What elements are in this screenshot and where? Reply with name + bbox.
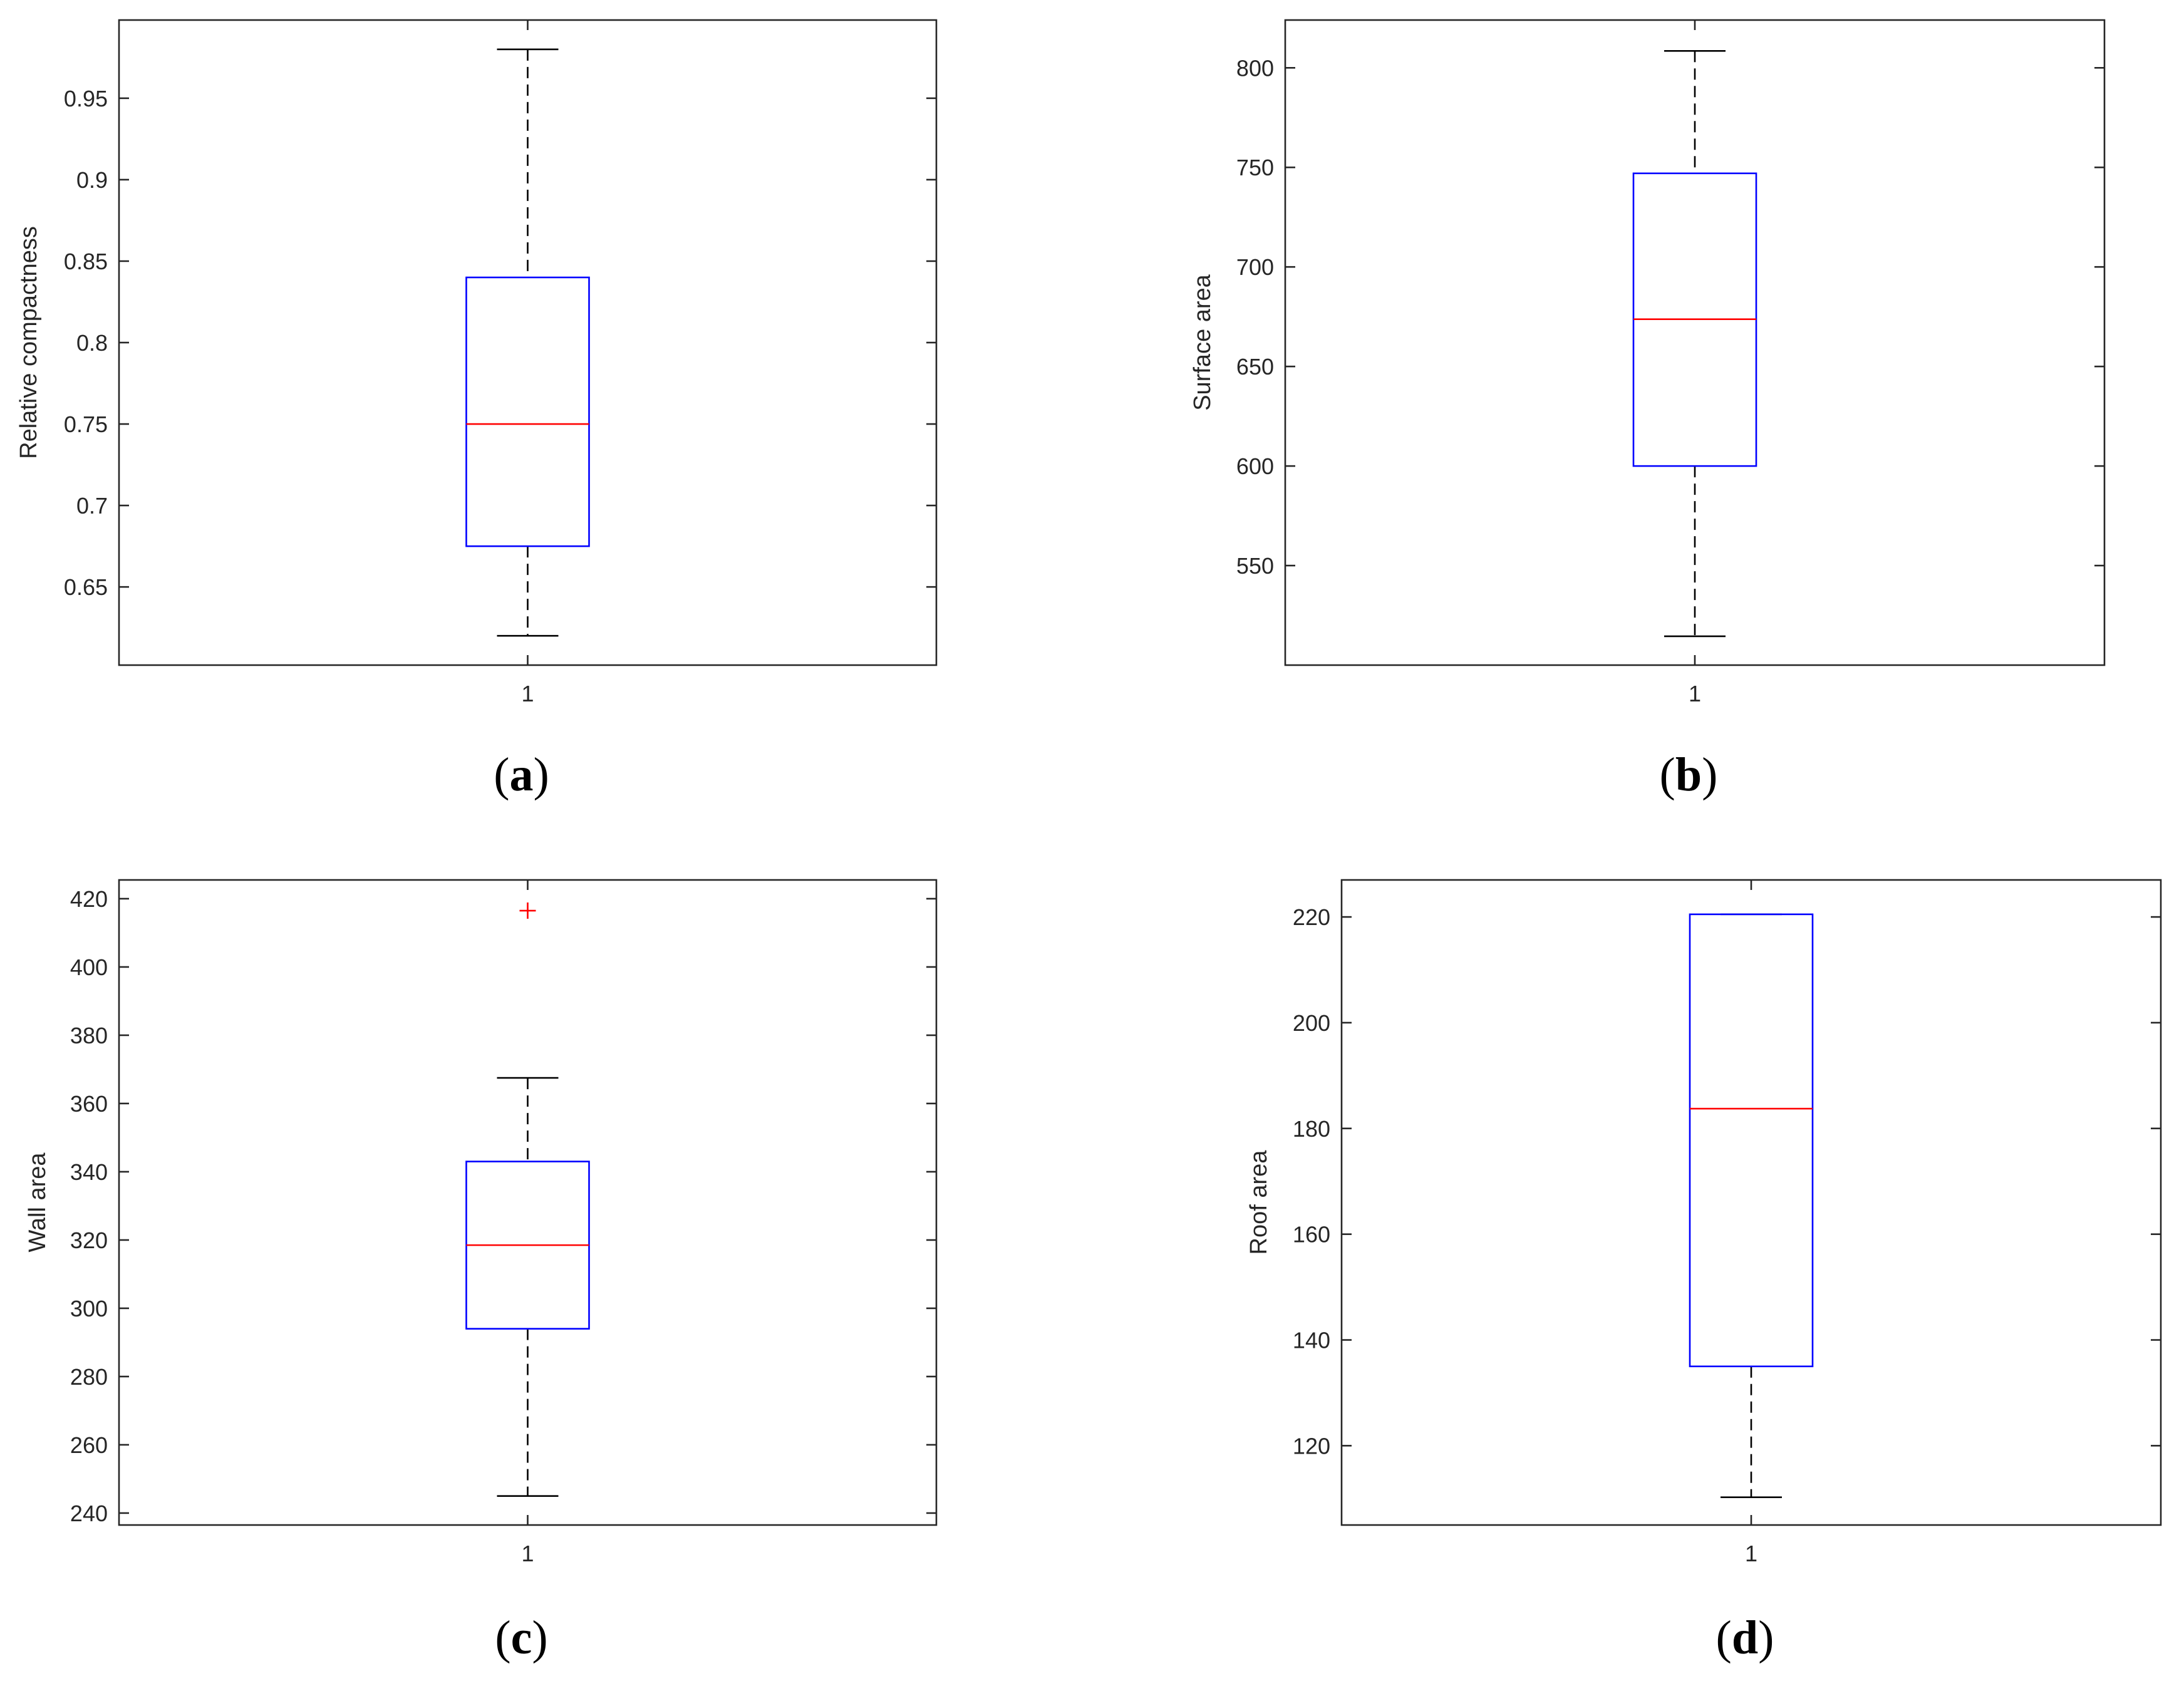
y-tick-label: 600 xyxy=(1236,453,1274,479)
y-tick-label: 340 xyxy=(70,1159,108,1185)
panel-caption: (d) xyxy=(1716,1611,1774,1664)
y-tick-label: 240 xyxy=(70,1501,108,1526)
y-tick-label: 550 xyxy=(1236,553,1274,579)
box-plot-panel-a: 0.65 0.7 0.75 0.8 0.85 0.9 0.95 1 Relative compa… xyxy=(16,19,938,801)
y-tick-label: 420 xyxy=(70,886,108,912)
y-tick-label: 320 xyxy=(70,1228,108,1253)
y-tick-label: 220 xyxy=(1293,904,1330,930)
y-tick-label: 0.7 xyxy=(76,493,108,519)
y-tick-label: 120 xyxy=(1293,1433,1330,1459)
panel-caption-letter: a xyxy=(510,748,534,801)
y-axis-label: Roof area xyxy=(1246,1150,1272,1255)
box-plot-panel-c: 240 260 280 300 320 340 360 380 400 420 1 Wall area… xyxy=(24,879,938,1664)
y-tick-label: 180 xyxy=(1293,1116,1330,1142)
y-tick-label: 0.8 xyxy=(76,330,108,356)
y-tick-label: 400 xyxy=(70,954,108,980)
interquartile-box xyxy=(1689,913,1814,1368)
y-tick-label: 280 xyxy=(70,1364,108,1390)
panel-caption: (b) xyxy=(1660,748,1718,801)
y-tick-label: 0.95 xyxy=(64,86,108,111)
box-plot-panel-b: 550 600 650 700 750 800 1 Surface area (b) xyxy=(1189,19,2106,801)
x-tick-label: 1 xyxy=(521,681,534,706)
y-tick-label: 750 xyxy=(1236,155,1274,180)
x-tick-label: 1 xyxy=(1745,1541,1757,1566)
y-tick-label: 300 xyxy=(70,1296,108,1321)
y-tick-label: 360 xyxy=(70,1091,108,1117)
y-axis-label: Surface area xyxy=(1189,274,1216,410)
x-tick-label: 1 xyxy=(1689,681,1701,706)
panel-caption-letter: c xyxy=(511,1611,532,1664)
y-tick-label: 200 xyxy=(1293,1010,1330,1036)
x-tick-label: 1 xyxy=(521,1541,534,1566)
panel-caption-letter: b xyxy=(1675,748,1702,801)
panel-caption: (a) xyxy=(494,748,549,801)
outlier-marker xyxy=(519,902,536,919)
y-tick-label: 160 xyxy=(1293,1222,1330,1248)
panel-caption: (c) xyxy=(495,1611,547,1664)
y-tick-label: 700 xyxy=(1236,254,1274,280)
y-axis-label: Relative compactness xyxy=(16,226,42,459)
panel-caption-letter: d xyxy=(1732,1611,1758,1664)
y-axis-label: Wall area xyxy=(24,1152,51,1253)
y-tick-label: 260 xyxy=(70,1432,108,1458)
y-tick-label: 800 xyxy=(1236,55,1274,81)
axes-frame xyxy=(1284,19,2106,666)
y-tick-label: 0.75 xyxy=(64,411,108,437)
y-tick-label: 0.85 xyxy=(64,249,108,274)
box-plot-panel-d: 120 140 160 180 200 220 1 Roof area (d) xyxy=(1246,879,2162,1664)
y-tick-label: 0.65 xyxy=(64,574,108,600)
y-tick-label: 380 xyxy=(70,1023,108,1048)
y-tick-label: 650 xyxy=(1236,354,1274,380)
y-tick-label: 140 xyxy=(1293,1328,1330,1353)
axes-frame xyxy=(118,879,938,1526)
interquartile-box xyxy=(465,276,590,547)
y-tick-label: 0.9 xyxy=(76,167,108,193)
